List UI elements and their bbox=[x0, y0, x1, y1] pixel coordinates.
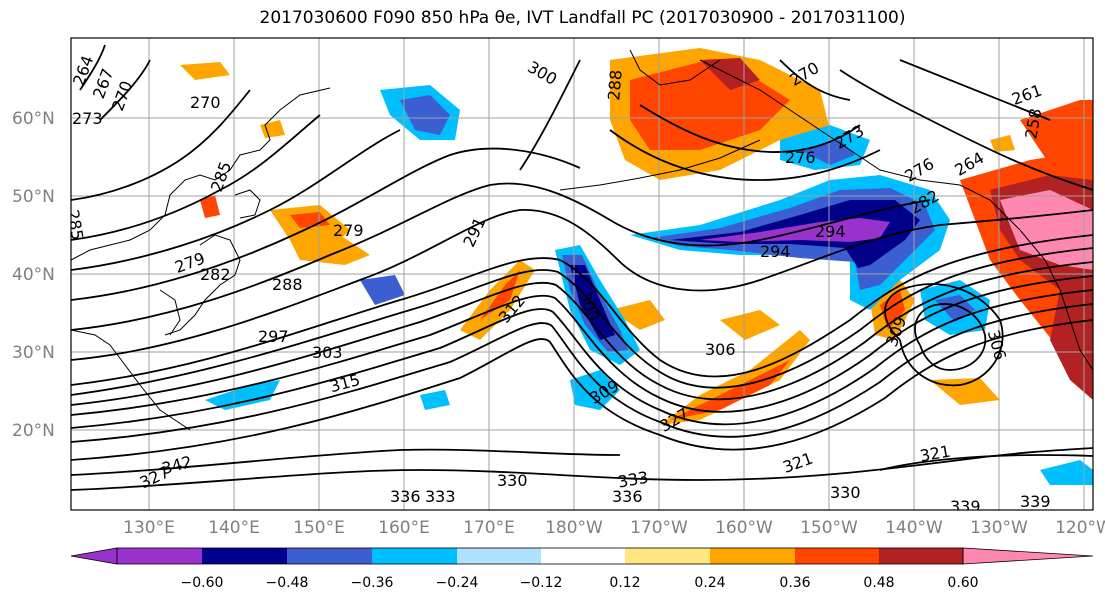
contour-label: 333 bbox=[425, 487, 456, 506]
lon-label: 160°W bbox=[715, 518, 773, 538]
contour-label: 336 bbox=[612, 487, 643, 506]
lon-label: 160°E bbox=[378, 518, 430, 538]
colorbar: −0.60 −0.48 −0.36 −0.24 −0.12 0.12 0.24 … bbox=[70, 547, 1094, 591]
lon-label: 120°W bbox=[1055, 518, 1105, 538]
map-title: 2017030600 F090 850 hPa θe, IVT Landfall… bbox=[259, 8, 906, 28]
contour-label: 303 bbox=[312, 343, 343, 362]
colorbar-tick-label: −0.36 bbox=[351, 575, 394, 591]
colorbar-border bbox=[116, 547, 964, 565]
colorbar-tick-label: −0.48 bbox=[266, 575, 309, 591]
colorbar-tick-label: −0.24 bbox=[436, 575, 479, 591]
colorbar-segment bbox=[202, 548, 287, 564]
contour-label: 273 bbox=[72, 109, 103, 128]
lon-label: 180°W bbox=[545, 518, 603, 538]
colorbar-tick-label: 0.36 bbox=[779, 575, 810, 591]
colorbar-segment bbox=[287, 548, 372, 564]
lon-label: 170°W bbox=[630, 518, 688, 538]
contour-label: 276 bbox=[785, 148, 816, 167]
contour-label: 297 bbox=[258, 327, 289, 346]
colorbar-extend-right bbox=[962, 547, 1094, 565]
lon-label: 150°E bbox=[293, 518, 345, 538]
contour-label: 288 bbox=[604, 69, 626, 101]
contour-label: 294 bbox=[815, 222, 846, 241]
colorbar-tick-label: 0.48 bbox=[863, 575, 894, 591]
lon-label: 140°E bbox=[208, 518, 260, 538]
lon-label: 150°W bbox=[800, 518, 858, 538]
colorbar-segment bbox=[372, 548, 457, 564]
contour-label: 285 bbox=[63, 208, 87, 241]
colorbar-tick-label: 0.24 bbox=[694, 575, 725, 591]
colorbar-segment bbox=[795, 548, 879, 564]
lon-label: 140°W bbox=[885, 518, 943, 538]
lat-label: 30°N bbox=[12, 343, 55, 363]
colorbar-segment bbox=[457, 548, 541, 564]
colorbar-segment bbox=[541, 548, 625, 564]
lat-label: 50°N bbox=[12, 187, 55, 207]
latitude-labels: 60°N 50°N 40°N 30°N 20°N bbox=[12, 109, 55, 441]
contour-label: 270 bbox=[190, 93, 221, 112]
longitude-labels: 130°E 140°E 150°E 160°E 170°E 180°W 170°… bbox=[123, 518, 1105, 538]
contour-label: 279 bbox=[333, 221, 364, 240]
lat-label: 40°N bbox=[12, 265, 55, 285]
contour-label: 294 bbox=[760, 242, 791, 261]
colorbar-tick-label: −0.60 bbox=[181, 575, 224, 591]
colorbar-tick-label: −0.12 bbox=[520, 575, 563, 591]
lat-label: 20°N bbox=[12, 421, 55, 441]
contour-label: 330 bbox=[497, 471, 528, 490]
coastlines bbox=[71, 49, 1093, 431]
colorbar-tick-label: 0.12 bbox=[609, 575, 640, 591]
contour-label: 339 bbox=[1020, 492, 1051, 511]
contour-label: 288 bbox=[272, 275, 303, 294]
contour-label: 306 bbox=[705, 340, 736, 359]
colorbar-extend-left bbox=[70, 547, 118, 565]
contour-label: 282 bbox=[200, 265, 231, 284]
colorbar-segment bbox=[117, 548, 202, 564]
theta-e-contours bbox=[71, 44, 1093, 491]
contour-label: 336 bbox=[390, 487, 421, 506]
colorbar-segment bbox=[879, 548, 963, 564]
contour-label: 339 bbox=[950, 497, 981, 516]
colorbar-segment bbox=[710, 548, 795, 564]
lon-label: 170°E bbox=[463, 518, 515, 538]
contour-label: 330 bbox=[830, 483, 861, 502]
lat-label: 60°N bbox=[12, 109, 55, 129]
negative-anomaly-shading bbox=[205, 85, 1093, 485]
lon-label: 130°W bbox=[970, 518, 1028, 538]
colorbar-segment bbox=[625, 548, 710, 564]
map-frame-border bbox=[70, 37, 1094, 511]
lon-label: 130°E bbox=[123, 518, 175, 538]
colorbar-tick-label: 0.60 bbox=[947, 575, 978, 591]
